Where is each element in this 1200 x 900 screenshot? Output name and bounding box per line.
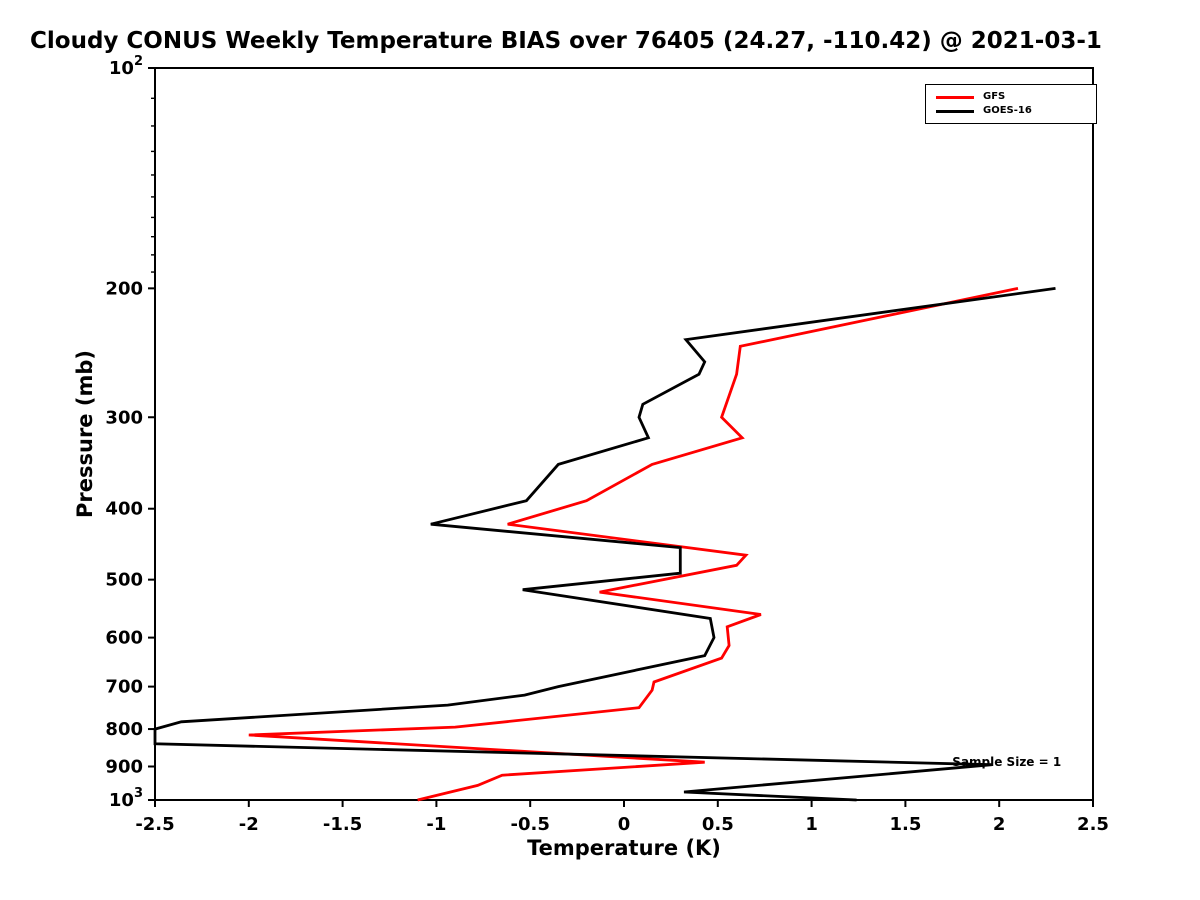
x-tick-label: 1 [805,814,818,835]
legend-label-gfs: GFS [983,91,1006,102]
x-tick-label: -2 [239,814,259,835]
y-tick-label: 800 [105,719,143,740]
x-tick-label: 0 [618,814,631,835]
x-tick-label: 2.5 [1077,814,1109,835]
chart-title: Cloudy CONUS Weekly Temperature BIAS ove… [30,28,1102,54]
x-tick-label: 1.5 [889,814,921,835]
x-tick-label: 0.5 [702,814,734,835]
goes16-line-swatch [936,109,974,113]
series-lines [153,287,1056,802]
x-tick-label: -1 [426,814,446,835]
y-axis-label: Pressure (mb) [73,350,97,518]
y-tick-label: 103 [109,786,143,811]
x-tick-label: -2.5 [135,814,174,835]
tick-labels: -2.5 -2 -1.5 -1 -0.5 0 0.5 1 1.5 2 2.5 102 200 300 400… [105,54,1109,835]
y-tick-label: 400 [105,499,143,520]
x-tick-label: -1.5 [323,814,362,835]
x-tick-label: -0.5 [511,814,550,835]
y-tick-label: 300 [105,407,143,428]
y-tick-label: 700 [105,677,143,698]
legend-entry-gfs: GFS [936,90,1086,104]
gfs-line-swatch [936,95,974,99]
y-tick-label: 500 [105,570,143,591]
annotation-sample-size: Sample Size = 1 [952,755,1061,769]
legend-entry-goes16: GOES-16 [936,104,1086,118]
y-tick-label: 200 [105,278,143,299]
legend-label-goes16: GOES-16 [983,105,1032,116]
x-tick-label: 2 [993,814,1006,835]
legend: GFS GOES-16 [925,84,1097,124]
series-line-goes-16 [153,287,1056,802]
axes [148,67,1094,807]
series-line-gfs [248,287,1019,802]
x-axis-label: Temperature (K) [527,836,721,860]
y-tick-label: 900 [105,757,143,778]
y-tick-label: 102 [109,54,143,79]
y-tick-label: 600 [105,628,143,649]
